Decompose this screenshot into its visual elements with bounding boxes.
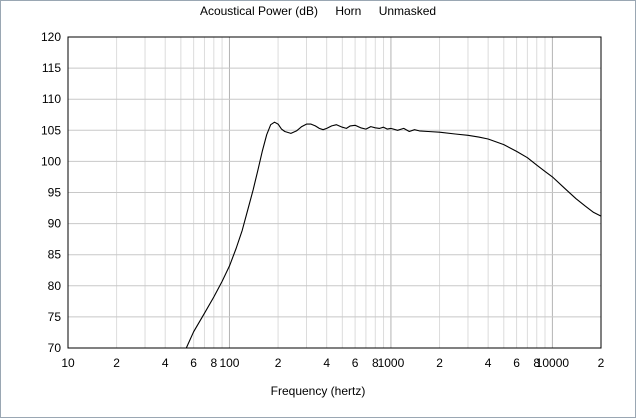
y-tick-label: 75 [48, 310, 62, 324]
y-tick-label: 90 [48, 217, 62, 231]
chart-title: Acoustical Power (dB) Horn Unmasked [0, 4, 636, 18]
x-tick-label: 10 [61, 356, 75, 370]
y-tick-label: 95 [48, 186, 62, 200]
x-tick-label: 100 [219, 356, 239, 370]
major-grid [68, 37, 601, 348]
x-tick-label: 6 [190, 356, 197, 370]
x-tick-label: 1000 [378, 356, 405, 370]
x-tick-label: 4 [323, 356, 330, 370]
title-source: Horn [335, 4, 362, 18]
x-tick-label: 6 [513, 356, 520, 370]
y-tick-label: 115 [42, 61, 61, 75]
y-tick-label: 110 [42, 92, 61, 106]
plot-area [67, 36, 602, 349]
y-tick-label: 70 [48, 341, 62, 355]
x-tick-label: 2 [436, 356, 443, 370]
x-tick-label: 6 [352, 356, 359, 370]
x-tick-label: 8 [210, 356, 217, 370]
x-tick-label: 2 [113, 356, 120, 370]
series-line [185, 121, 602, 349]
x-tick-label: 8 [533, 356, 540, 370]
y-tick-label: 105 [41, 123, 61, 137]
x-tick-label: 8 [372, 356, 379, 370]
y-tick-label: 85 [48, 248, 62, 262]
y-axis: 120 115 110 105 100 95 90 85 80 75 70 [41, 30, 61, 355]
x-tick-label: 2 [598, 356, 605, 370]
x-tick-label: 4 [485, 356, 492, 370]
y-tick-label: 80 [48, 279, 62, 293]
x-axis-label: Frequency (hertz) [270, 384, 366, 398]
x-tick-label: 2 [275, 356, 282, 370]
title-quantity: Acoustical Power (dB) [199, 4, 318, 18]
y-tick-label: 100 [41, 154, 61, 168]
x-tick-label: 10000 [536, 356, 570, 370]
y-tick-label: 120 [41, 30, 61, 44]
x-tick-label: 4 [162, 356, 169, 370]
series-layer [185, 121, 602, 349]
title-mode: Unmasked [378, 4, 437, 18]
